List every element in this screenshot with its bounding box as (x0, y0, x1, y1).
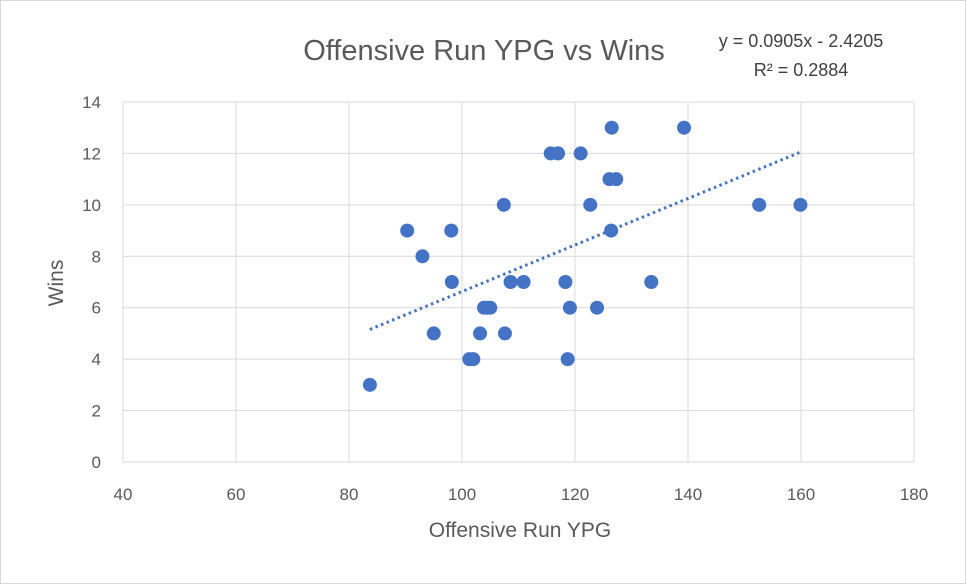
y-axis-ticks: 0 2 4 6 8 10 12 14 (82, 93, 101, 472)
data-point (551, 146, 566, 161)
data-point (573, 146, 588, 161)
data-point (483, 300, 498, 315)
trendline-layer (369, 150, 802, 331)
chart-title: Offensive Run YPG vs Wins (303, 35, 665, 67)
y-tick-label: 14 (82, 93, 101, 112)
data-point (609, 172, 624, 187)
data-point (362, 377, 377, 392)
y-tick-label: 8 (92, 247, 101, 266)
data-point (503, 275, 518, 289)
data-point (677, 120, 692, 135)
x-tick-label: 80 (340, 485, 359, 504)
trendline (369, 150, 802, 331)
data-point (604, 120, 619, 135)
y-tick-label: 10 (82, 196, 101, 215)
trendline-equation: y = 0.0905x - 2.4205 (719, 31, 884, 51)
data-point (793, 197, 808, 212)
y-tick-label: 12 (82, 144, 101, 163)
data-point (644, 275, 659, 289)
x-axis-title: Offensive Run YPG (429, 519, 612, 542)
y-tick-label: 0 (92, 453, 101, 472)
data-points (362, 120, 808, 392)
data-point (516, 275, 531, 289)
y-tick-label: 2 (92, 402, 101, 421)
data-point (497, 326, 512, 341)
data-point (752, 197, 767, 212)
y-axis-title: Wins (45, 260, 68, 307)
data-point (444, 223, 459, 238)
x-tick-label: 100 (448, 485, 476, 504)
x-axis-ticks: 40 60 80 100 120 140 160 180 (114, 485, 929, 504)
y-tick-label: 4 (92, 350, 101, 369)
x-tick-label: 180 (900, 485, 928, 504)
data-point (583, 197, 598, 212)
x-tick-label: 140 (674, 485, 702, 504)
data-point (444, 275, 459, 289)
data-point (466, 352, 481, 367)
data-point (558, 275, 573, 289)
x-tick-label: 120 (561, 485, 589, 504)
y-tick-label: 6 (92, 299, 101, 318)
x-tick-label: 60 (227, 485, 246, 504)
trendline-r-squared: R² = 0.2884 (754, 60, 849, 80)
data-point (560, 352, 575, 367)
data-point (415, 249, 430, 264)
data-point (604, 223, 619, 238)
data-point (473, 326, 488, 341)
gridlines (122, 101, 915, 463)
data-point (400, 223, 415, 238)
x-tick-label: 160 (787, 485, 815, 504)
x-tick-label: 40 (114, 485, 133, 504)
data-point (562, 300, 577, 315)
data-point (590, 300, 605, 315)
data-point (496, 197, 511, 212)
data-point (426, 326, 441, 341)
